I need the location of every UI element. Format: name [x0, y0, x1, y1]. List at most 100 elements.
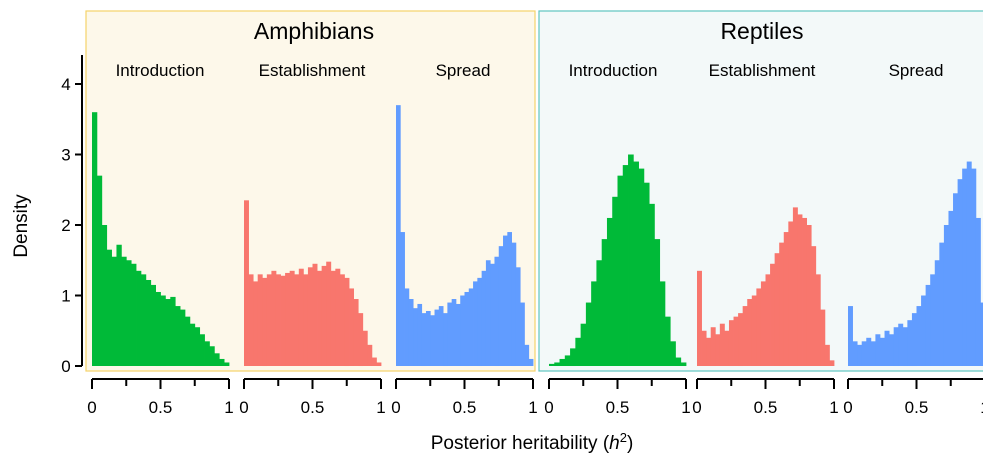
histogram-bar [585, 302, 592, 366]
histogram-bar [893, 327, 899, 367]
histogram-bar [285, 272, 291, 366]
histogram-bar [861, 341, 867, 366]
histogram-bar [111, 256, 117, 367]
histogram-bar [160, 295, 166, 366]
histogram-bar [131, 263, 137, 366]
histogram-bar [189, 323, 196, 366]
histogram-bar [400, 232, 405, 366]
histogram-bar [820, 309, 826, 366]
histogram-bar [271, 270, 277, 366]
histogram-bar [362, 330, 368, 366]
histogram-bar [554, 362, 560, 367]
histogram-bar [907, 320, 913, 367]
histogram-bar [317, 270, 323, 366]
histogram-bar [953, 193, 958, 366]
histogram-bar [643, 182, 650, 366]
histogram-bar [367, 344, 373, 366]
histogram-bar [209, 346, 215, 366]
histogram-bar [150, 284, 156, 366]
panel-title-amphibians-establishment: Establishment [259, 61, 366, 80]
histogram-bar [934, 260, 940, 366]
y-tick-label: 0 [61, 357, 70, 376]
histogram-bar [481, 270, 487, 366]
histogram-bar [783, 232, 789, 366]
histogram-bar [257, 274, 263, 366]
x-tick-label: 0.5 [453, 398, 477, 417]
histogram-bar [738, 313, 744, 367]
histogram-bar [596, 260, 603, 366]
histogram-bar [649, 203, 655, 366]
histogram-bar [788, 221, 794, 366]
histogram-bar [280, 275, 286, 366]
histogram-bar [116, 244, 122, 366]
histogram-bar [353, 299, 359, 366]
histogram-bar [408, 299, 414, 366]
histogram-bar [451, 299, 457, 366]
histogram-bar [638, 168, 645, 366]
histogram-bar [870, 341, 876, 366]
histogram-bar [248, 274, 254, 366]
histogram-bar [591, 281, 597, 366]
panel-titles: Amphibians Reptiles Introduction Establishm… [116, 18, 944, 80]
histogram-bar [902, 327, 908, 367]
histogram-bar [464, 291, 470, 367]
histogram-bar [417, 303, 423, 366]
histogram-bars [92, 105, 983, 367]
histogram-bar [848, 306, 853, 366]
histogram-bar [358, 313, 364, 367]
histogram-bar [706, 337, 712, 366]
x-tick-label: 1 [829, 398, 838, 417]
y-tick-label: 3 [61, 146, 70, 165]
histogram-bar [344, 277, 350, 367]
histogram-bar [575, 337, 582, 366]
histogram-bar [617, 175, 624, 366]
histogram-bar [697, 270, 702, 366]
x-tick-label: 0 [391, 398, 400, 417]
histogram-bar [307, 267, 313, 366]
histogram-bar [765, 274, 771, 366]
histogram-bar [121, 256, 127, 367]
histogram-bar [434, 309, 440, 366]
histogram-bar [654, 239, 661, 366]
histogram-bar [165, 299, 171, 366]
histogram-bar [747, 299, 753, 366]
histogram-bar [244, 200, 249, 366]
histogram-bar [879, 337, 885, 366]
histogram-bar [421, 313, 427, 367]
histogram-bar [224, 362, 230, 367]
histogram-bar [498, 246, 504, 366]
histogram-bar [253, 281, 259, 366]
histogram-bar [184, 316, 191, 366]
histogram-bar [675, 357, 682, 366]
histogram-bar [180, 309, 186, 366]
histogram-bar [425, 311, 431, 366]
histogram-bar [155, 291, 161, 367]
x-tick-label: 0 [544, 398, 553, 417]
histogram-bar [485, 260, 491, 366]
histogram-bar [404, 288, 410, 366]
histogram-bar [413, 308, 418, 366]
x-tick-label: 0 [239, 398, 248, 417]
x-tick-label: 0 [87, 398, 96, 417]
histogram-bar [275, 274, 281, 366]
histogram-bar [473, 281, 478, 366]
x-axis-label-superscript: 2 [620, 430, 627, 445]
histogram-bar [430, 315, 435, 366]
histogram-bar [96, 175, 103, 366]
histogram-bar [728, 320, 734, 367]
histogram-bar [335, 268, 341, 366]
histogram-bar [806, 225, 812, 366]
histogram-bar [797, 214, 803, 366]
histogram-bar [92, 112, 98, 366]
x-tick-label: 0.5 [301, 398, 325, 417]
histogram-bar [455, 303, 461, 366]
histogram-bar [321, 265, 327, 366]
x-tick-label: 1 [376, 398, 385, 417]
y-axis: 0 1 2 3 4 [61, 55, 83, 376]
histogram-bar [980, 302, 983, 366]
histogram-bar [447, 302, 453, 366]
histogram-bar [921, 295, 927, 366]
histogram-bar [507, 232, 512, 366]
histogram-bar [857, 344, 863, 366]
histogram-bar [312, 263, 318, 366]
